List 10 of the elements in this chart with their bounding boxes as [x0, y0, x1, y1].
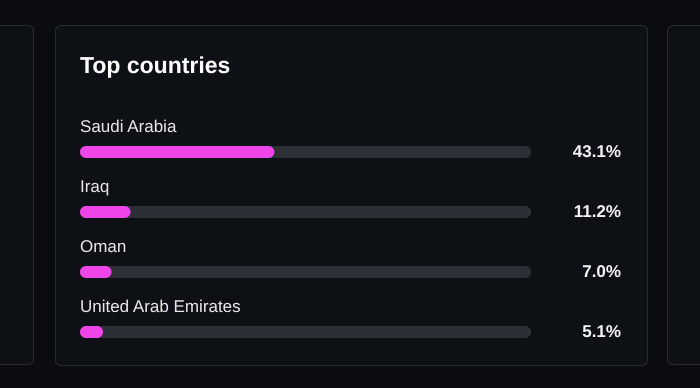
bar — [80, 206, 131, 218]
y-tick-label: Saudi Arabia — [80, 117, 177, 136]
data-label: 5.1% — [582, 322, 621, 341]
y-tick-label: Oman — [80, 237, 126, 256]
data-label: 43.1% — [572, 142, 621, 161]
y-tick-label: United Arab Emirates — [80, 297, 241, 316]
data-label: 7.0% — [582, 262, 621, 281]
data-label: 11.2% — [574, 202, 621, 221]
chart-title: Top countries — [80, 52, 230, 79]
y-tick-label: Iraq — [80, 177, 110, 196]
